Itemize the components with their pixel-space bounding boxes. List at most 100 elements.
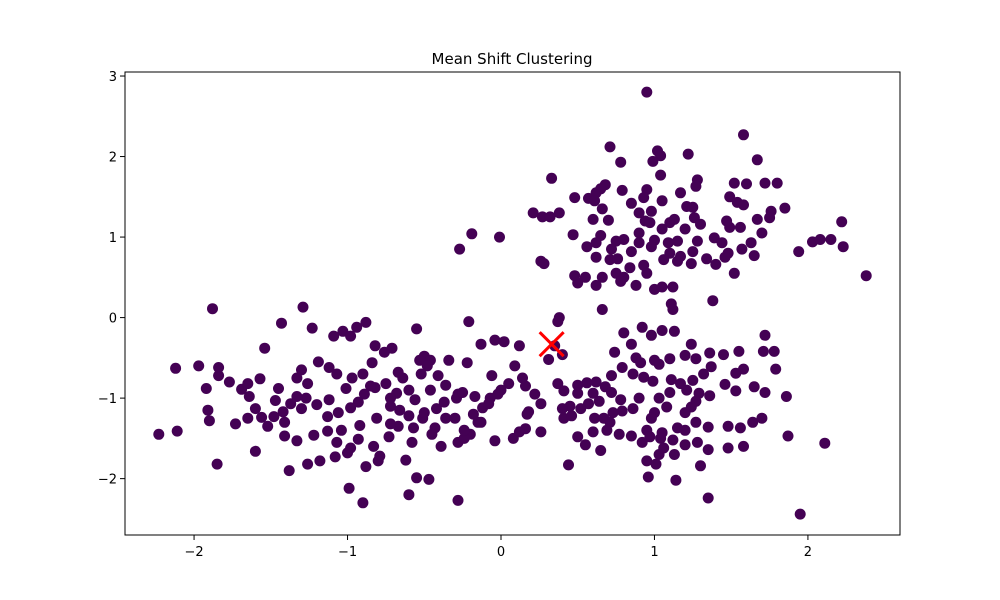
data-point <box>645 412 657 424</box>
data-point <box>690 416 702 428</box>
data-point <box>489 334 501 346</box>
data-point <box>566 410 578 422</box>
data-point <box>312 356 324 368</box>
data-point <box>627 403 639 415</box>
data-point <box>475 416 487 428</box>
data-point <box>633 207 645 219</box>
data-point <box>590 251 602 263</box>
data-point <box>426 428 438 440</box>
data-point <box>618 234 630 245</box>
data-point <box>670 474 682 486</box>
data-point <box>354 420 366 431</box>
data-point <box>635 357 647 369</box>
data-point <box>423 473 435 485</box>
data-point <box>414 354 426 366</box>
data-point <box>606 370 617 382</box>
data-point <box>615 156 627 168</box>
data-point <box>365 380 376 392</box>
data-point <box>535 426 547 438</box>
data-point <box>572 387 584 399</box>
data-point <box>517 372 528 384</box>
data-point <box>691 235 703 247</box>
data-point <box>719 251 731 263</box>
data-point <box>467 408 479 420</box>
data-point <box>704 347 716 359</box>
data-point <box>332 407 344 419</box>
data-point <box>759 177 771 189</box>
data-point <box>819 437 831 449</box>
data-point <box>343 482 355 494</box>
data-point <box>569 192 581 204</box>
data-point <box>457 387 469 398</box>
data-point <box>707 295 719 307</box>
data-point <box>664 353 676 365</box>
data-point <box>552 378 564 390</box>
data-point <box>372 455 384 467</box>
data-point <box>661 401 673 413</box>
data-point <box>667 304 679 315</box>
data-point <box>722 420 734 432</box>
data-point <box>748 250 760 262</box>
data-point <box>458 432 470 444</box>
data-point <box>656 325 668 336</box>
data-point <box>662 237 674 249</box>
y-tick-label: 3 <box>109 70 117 85</box>
data-point <box>529 388 541 400</box>
data-point <box>836 216 848 228</box>
data-point <box>633 392 645 404</box>
data-point <box>400 454 412 466</box>
data-point <box>690 353 702 365</box>
y-tick-label: 2 <box>109 151 117 166</box>
cluster-center-stroke <box>538 331 565 358</box>
data-point <box>385 418 396 430</box>
x-tick-label: 0 <box>497 545 505 560</box>
data-point <box>668 213 680 225</box>
data-point <box>616 362 628 373</box>
data-point <box>644 217 656 229</box>
data-point <box>658 254 670 266</box>
data-point <box>431 403 442 415</box>
plot-area <box>125 72 900 535</box>
data-point <box>357 497 369 509</box>
cluster-center-layer <box>538 331 565 358</box>
data-point <box>440 379 452 391</box>
data-point <box>380 378 392 390</box>
data-point <box>625 338 637 350</box>
data-point <box>719 378 731 390</box>
data-point <box>366 357 378 369</box>
data-point <box>397 372 409 384</box>
data-point <box>679 407 691 419</box>
data-point <box>609 346 621 358</box>
data-point <box>615 275 627 287</box>
data-point <box>616 405 628 417</box>
data-point <box>745 237 757 249</box>
data-point <box>494 231 505 243</box>
data-point <box>268 411 280 423</box>
data-point <box>691 436 703 448</box>
data-point <box>331 436 343 448</box>
data-point <box>328 330 340 342</box>
data-point <box>738 440 749 452</box>
data-point <box>655 150 667 162</box>
data-point <box>756 227 768 239</box>
data-point <box>695 460 706 472</box>
data-point <box>254 373 266 385</box>
data-point <box>695 218 706 230</box>
data-point <box>581 241 593 253</box>
data-point <box>276 317 287 329</box>
data-point <box>793 246 805 258</box>
data-point <box>590 237 602 249</box>
data-point <box>738 129 749 141</box>
data-point <box>552 316 564 328</box>
data-point <box>170 362 182 374</box>
data-point <box>385 400 396 412</box>
data-point <box>345 442 357 454</box>
data-point <box>681 384 693 396</box>
data-point <box>664 387 676 398</box>
data-point <box>314 455 326 467</box>
data-point <box>721 215 733 227</box>
data-point <box>223 376 235 388</box>
data-point <box>466 228 478 240</box>
data-point <box>667 434 679 446</box>
data-point <box>679 223 691 235</box>
